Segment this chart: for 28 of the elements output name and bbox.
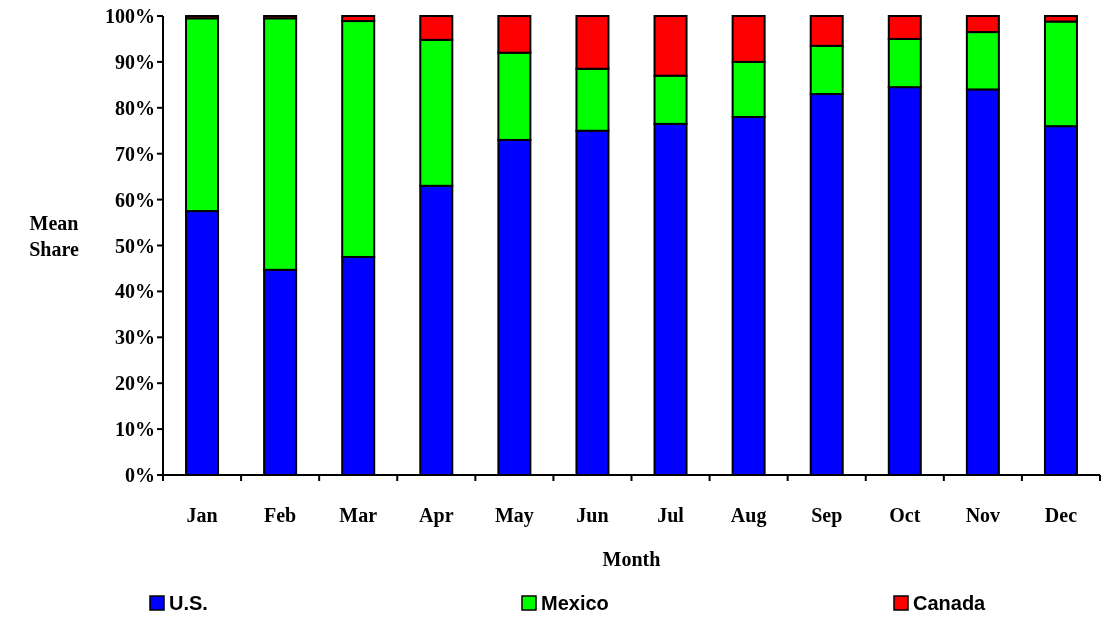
y-tick-label: 90% [115, 50, 155, 73]
x-tick-label: Aug [730, 504, 767, 527]
x-tick-label: Jan [186, 504, 218, 526]
x-tick-label: Sep [811, 504, 843, 527]
x-tick-label: Jul [657, 504, 685, 526]
y-tick-label: 10% [115, 418, 155, 441]
y-tick-label: 0% [125, 464, 155, 486]
y-tick-label: 100% [105, 5, 155, 27]
legend-label: Canada [913, 592, 987, 614]
y-tick-label: 50% [115, 234, 155, 257]
x-tick-label: Jun [576, 504, 609, 526]
x-tick-label: Mar [339, 504, 378, 526]
x-tick-label: Feb [264, 504, 297, 526]
legend-label: Mexico [541, 592, 609, 614]
y-tick-label: 70% [115, 142, 155, 165]
x-axis-title: Month [602, 548, 661, 570]
y-tick-label: 40% [115, 280, 155, 303]
y-tick-label: 80% [115, 96, 155, 119]
y-tick-label: 30% [115, 326, 155, 349]
y-tick-label: 60% [115, 188, 155, 211]
y-tick-label: 20% [115, 372, 155, 395]
x-tick-label: May [494, 504, 534, 527]
x-tick-label: Oct [889, 504, 921, 526]
x-tick-label: Dec [1044, 504, 1078, 526]
x-tick-label: Apr [419, 504, 454, 527]
x-tick-label: Nov [965, 504, 1001, 526]
y-axis-title: Mean Share [29, 212, 79, 260]
legend-label: U.S. [169, 592, 208, 614]
